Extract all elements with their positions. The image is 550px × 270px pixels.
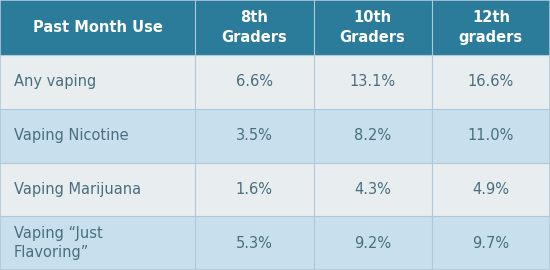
Text: 4.3%: 4.3% xyxy=(354,182,391,197)
Text: 3.5%: 3.5% xyxy=(236,128,273,143)
Bar xyxy=(314,109,432,163)
Bar xyxy=(432,55,550,109)
Bar xyxy=(314,216,432,270)
Bar xyxy=(195,0,314,55)
Text: 5.3%: 5.3% xyxy=(236,236,273,251)
Text: Past Month Use: Past Month Use xyxy=(32,20,163,35)
Text: 12th
graders: 12th graders xyxy=(459,11,523,45)
Text: 11.0%: 11.0% xyxy=(468,128,514,143)
Text: 9.2%: 9.2% xyxy=(354,236,391,251)
Bar xyxy=(195,216,314,270)
Text: 8.2%: 8.2% xyxy=(354,128,391,143)
Bar xyxy=(314,163,432,216)
Text: Vaping “Just
Flavoring”: Vaping “Just Flavoring” xyxy=(14,226,102,260)
Text: 9.7%: 9.7% xyxy=(472,236,509,251)
Text: Vaping Nicotine: Vaping Nicotine xyxy=(14,128,128,143)
Bar xyxy=(432,216,550,270)
Bar xyxy=(0,163,195,216)
Bar xyxy=(0,109,195,163)
Bar xyxy=(314,0,432,55)
Text: 1.6%: 1.6% xyxy=(236,182,273,197)
Bar xyxy=(195,163,314,216)
Bar xyxy=(195,109,314,163)
Text: Vaping Marijuana: Vaping Marijuana xyxy=(14,182,141,197)
Text: 6.6%: 6.6% xyxy=(236,74,273,89)
Bar xyxy=(0,0,195,55)
Bar xyxy=(432,0,550,55)
Text: 16.6%: 16.6% xyxy=(468,74,514,89)
Text: 4.9%: 4.9% xyxy=(472,182,509,197)
Text: 8th
Graders: 8th Graders xyxy=(222,11,287,45)
Bar xyxy=(0,216,195,270)
Bar xyxy=(195,55,314,109)
Text: 13.1%: 13.1% xyxy=(350,74,395,89)
Bar xyxy=(0,55,195,109)
Bar xyxy=(314,55,432,109)
Text: 10th
Graders: 10th Graders xyxy=(340,11,405,45)
Bar xyxy=(432,163,550,216)
Bar xyxy=(432,109,550,163)
Text: Any vaping: Any vaping xyxy=(14,74,96,89)
